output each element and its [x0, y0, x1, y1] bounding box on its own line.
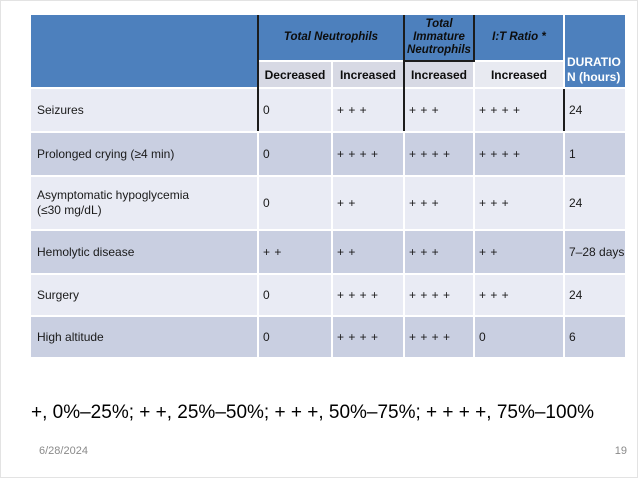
cell-duration: 24 [565, 89, 625, 131]
row-label: Seizures [31, 89, 257, 131]
slide-footer-date: 6/28/2024 [39, 445, 88, 457]
cell-duration: 1 [565, 133, 625, 175]
table-rule-vertical-left [257, 15, 259, 131]
cell-immature-increased: + + + + [405, 275, 473, 315]
subheader-decreased: Decreased [259, 62, 331, 87]
table-rule-horizontal-immature-bottom [403, 60, 475, 62]
cell-duration: 24 [565, 275, 625, 315]
row-label: Hemolytic disease [31, 231, 257, 273]
cell-immature-increased: + + + + [405, 317, 473, 357]
cell-immature-increased: + + + [405, 231, 473, 273]
table-rule-vertical-duration-left [563, 89, 565, 131]
header-total-neutrophils: Total Neutrophils [259, 15, 403, 60]
subheader-increased-immature: Increased [405, 62, 473, 87]
cell-total-decreased: 0 [259, 317, 331, 357]
table-rule-vertical-mid [403, 15, 405, 131]
slide-page-number: 19 [614, 445, 627, 457]
cell-total-decreased: 0 [259, 89, 331, 131]
cell-it-increased: + + + [475, 275, 563, 315]
header-duration: DURATIO N (hours) [565, 15, 625, 87]
cell-total-increased: + + + + [333, 275, 403, 315]
cell-duration: 6 [565, 317, 625, 357]
cell-total-decreased: 0 [259, 177, 331, 229]
row-label: Asymptomatic hypoglycemia (≤30 mg/dL) [31, 177, 257, 229]
cell-total-decreased: 0 [259, 275, 331, 315]
cell-total-increased: + + + + [333, 133, 403, 175]
row-label: High altitude [31, 317, 257, 357]
cell-total-increased: + + + [333, 89, 403, 131]
row-label: Prolonged crying (≥4 min) [31, 133, 257, 175]
plus-scale-legend: +, 0%–25%; + +, 25%–50%; + + +, 50%–75%;… [31, 402, 595, 423]
neutrophil-response-table: Total Neutrophils Total Immature Neutrop… [31, 15, 625, 357]
cell-immature-increased: + + + [405, 89, 473, 131]
header-corner-cell [31, 15, 257, 87]
cell-total-increased: + + + + [333, 317, 403, 357]
cell-it-increased: + + [475, 231, 563, 273]
cell-immature-increased: + + + [405, 177, 473, 229]
cell-total-increased: + + [333, 177, 403, 229]
cell-immature-increased: + + + + [405, 133, 473, 175]
cell-duration: 24 [565, 177, 625, 229]
header-it-ratio: I:T Ratio * [475, 15, 563, 60]
cell-it-increased: + + + [475, 177, 563, 229]
subheader-increased-total: Increased [333, 62, 403, 87]
cell-it-increased: 0 [475, 317, 563, 357]
cell-total-decreased: + + [259, 231, 331, 273]
cell-it-increased: + + + + [475, 89, 563, 131]
header-total-immature-neutrophils: Total Immature Neutrophils [405, 15, 473, 60]
table-rule-vertical-immature-right [473, 15, 475, 62]
row-label: Surgery [31, 275, 257, 315]
cell-total-increased: + + [333, 231, 403, 273]
subheader-increased-it: Increased [475, 62, 563, 87]
cell-it-increased: + + + + [475, 133, 563, 175]
cell-duration: 7–28 days [565, 231, 625, 273]
cell-total-decreased: 0 [259, 133, 331, 175]
